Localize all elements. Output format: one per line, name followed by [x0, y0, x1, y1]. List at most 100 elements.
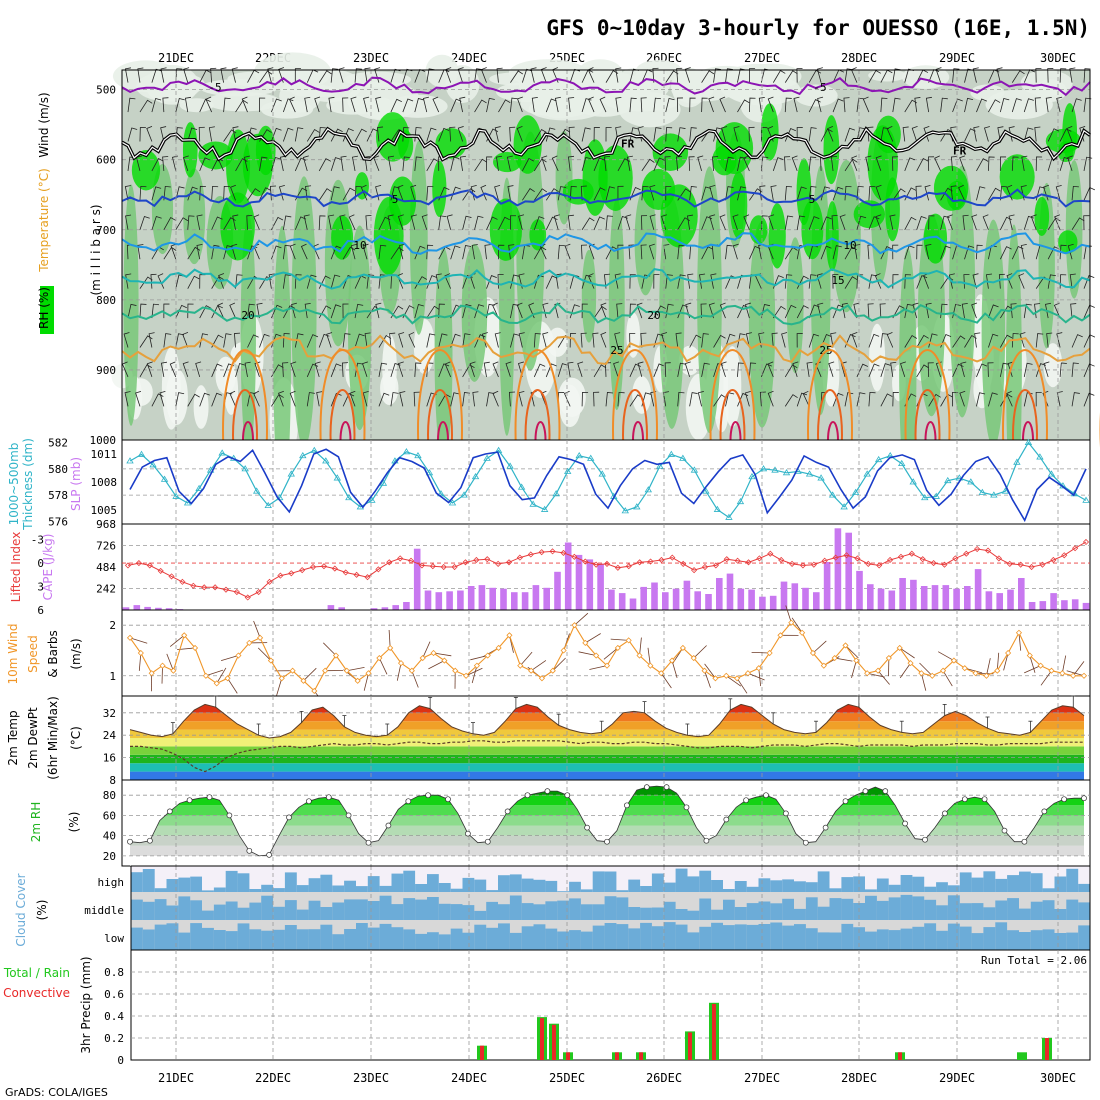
wind-barb [768, 214, 775, 230]
wind-speed-point [907, 660, 914, 667]
temp-tick: 16 [103, 752, 116, 765]
wind-barb [733, 126, 740, 142]
wind-speed-point [582, 639, 589, 646]
wind-barb [494, 126, 501, 142]
wind-barb [880, 393, 893, 407]
wind-barb [182, 361, 189, 378]
wind-barb [796, 215, 806, 230]
wind-barb [533, 216, 545, 230]
wind-barb [389, 332, 396, 348]
thickness-point [851, 488, 860, 495]
wind-barb-10m [388, 629, 391, 648]
cape-bar [780, 581, 788, 610]
wind-barb [426, 333, 436, 348]
cloud-cover-fill [178, 877, 191, 892]
wind-barb [410, 214, 417, 230]
li-point [451, 563, 458, 571]
wind-barb [784, 70, 798, 83]
li-point [353, 571, 360, 578]
wind-barb [139, 364, 152, 378]
wind-speed-point [376, 654, 383, 662]
wind-barb [366, 128, 379, 142]
cloud-cover-fill [557, 891, 570, 892]
wind-barb [675, 332, 682, 348]
cape-bar [586, 559, 594, 610]
wind-barb [314, 96, 321, 113]
wind-speed-point [864, 670, 871, 677]
cape-bar [985, 591, 993, 610]
cloud-cover-fill [462, 905, 475, 920]
cloud-cover-fill [320, 874, 333, 892]
cloud-cover-fill [284, 925, 298, 950]
cape-bar [813, 592, 820, 610]
slp-tick: 1011 [91, 448, 118, 461]
wind-barb [767, 361, 774, 378]
wind-barb [653, 333, 664, 348]
cloud-cover-fill [782, 879, 795, 892]
rh-saturated-patch [875, 115, 901, 154]
wind-barb [330, 157, 341, 172]
rh-point [882, 788, 889, 794]
rh-dry-patch [145, 64, 199, 105]
cloud-cover-fill [403, 898, 416, 920]
rh-tick: 60 [103, 809, 116, 822]
thickness-point [748, 472, 756, 480]
cape-bar [403, 602, 410, 610]
wind-barb [438, 215, 447, 230]
wind-barb [148, 332, 155, 348]
rh-point [604, 838, 610, 845]
thickness-point [621, 507, 629, 514]
wind-barb [732, 214, 739, 230]
wind-barb [247, 334, 259, 348]
cape-bar [705, 594, 712, 610]
wind-barb-10m [465, 667, 483, 677]
wind-barb [137, 67, 144, 83]
wind-barb [210, 67, 217, 83]
rh-band [130, 845, 1084, 856]
wind-barb [259, 187, 271, 201]
cloud-cover-fill [415, 884, 428, 892]
wind-barb [844, 68, 853, 83]
day-label-bottom: 21DEC [158, 1071, 194, 1085]
wind-barb [397, 184, 404, 201]
li-point [560, 549, 567, 556]
wind-barb [302, 155, 309, 172]
cape-bar [1028, 602, 1036, 610]
wind-speed-point [267, 657, 274, 664]
wind-barb-10m [253, 620, 261, 638]
cape-bar [543, 587, 550, 610]
wind-barb [959, 390, 966, 407]
wind-barb [545, 275, 558, 289]
thickness-point [333, 474, 342, 481]
wind-barb [808, 304, 820, 319]
cloud-level-high: high [98, 876, 125, 889]
wind-barb-10m [396, 663, 402, 681]
thickness-point [1024, 438, 1033, 446]
wind-barb [438, 303, 445, 319]
precip-total-label: Total / Rain [3, 966, 70, 980]
wind-barb-10m [166, 653, 174, 671]
rh-dry-patch [558, 377, 586, 418]
wind-barb [187, 303, 194, 319]
precip-convective-bar [898, 1052, 902, 1060]
wind-barb [531, 96, 538, 113]
cloud-cover-fill [202, 910, 215, 920]
cape-bar [910, 579, 917, 610]
wind-barb [462, 333, 471, 348]
cloud-cover-fill [959, 926, 973, 950]
wind-barb [457, 67, 464, 83]
cloud-cover-fill [427, 932, 440, 950]
wind-barb [330, 128, 343, 142]
li-point [222, 586, 230, 593]
temp-tick: 24 [103, 729, 117, 742]
wind-barb [247, 127, 257, 142]
wind-speed-point [181, 632, 188, 639]
wind-barb [256, 302, 263, 319]
cloud-cover-fill [450, 888, 463, 892]
wind-barb [545, 127, 556, 142]
wind-speed-point [896, 644, 903, 652]
wind-barb-10m [257, 647, 272, 661]
cloud-cover-fill [1019, 908, 1032, 920]
cloud-cover-fill [628, 907, 641, 920]
wind-barb [653, 97, 661, 113]
